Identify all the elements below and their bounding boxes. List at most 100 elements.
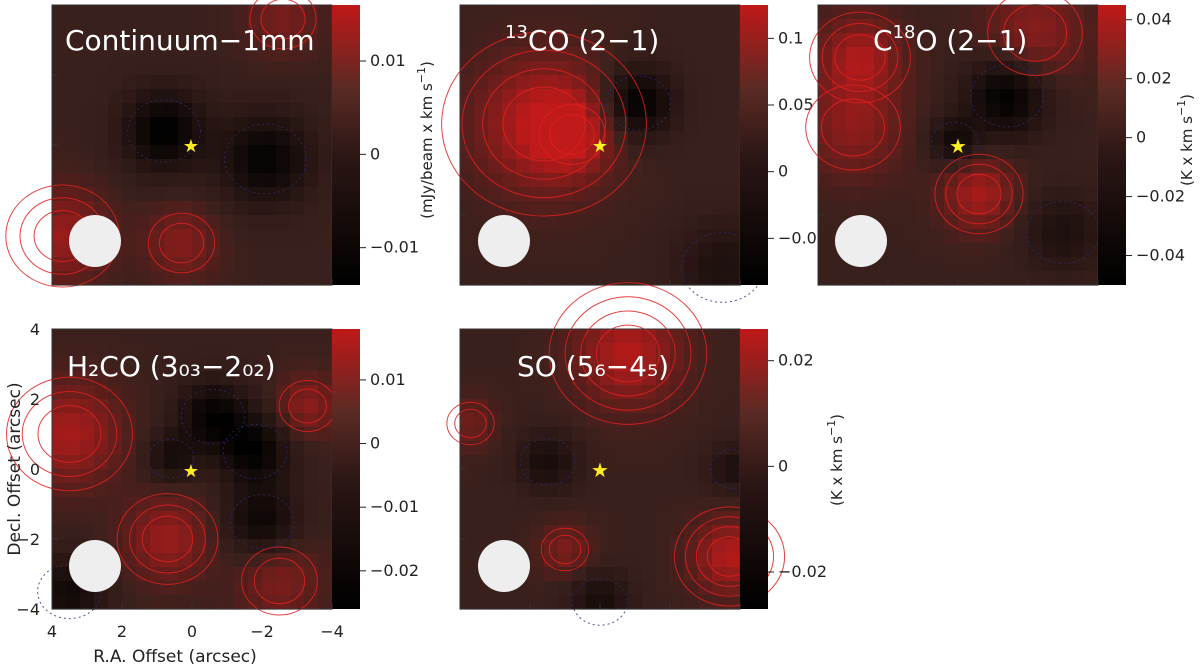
h2co-map-pixel [290, 581, 305, 596]
so-map-pixel [712, 539, 727, 554]
13co-map-pixel [544, 215, 559, 230]
h2co-map-pixel [52, 497, 67, 512]
13co-map-pixel [544, 187, 559, 202]
continuum-map-pixel [80, 271, 95, 286]
so-map-pixel [684, 581, 699, 596]
so-map-pixel [600, 497, 615, 512]
13co-map-pixel [712, 75, 727, 90]
h2co-map-pixel [262, 455, 277, 470]
h2co-map-pixel [206, 595, 221, 610]
h2co-map-pixel [234, 371, 249, 386]
continuum-map-pixel [248, 33, 263, 48]
13co-map-pixel [572, 47, 587, 62]
13co-map-pixel [530, 257, 545, 272]
so-map-pixel [600, 399, 615, 414]
13co-map-pixel [460, 271, 475, 286]
so-map-pixel [544, 567, 559, 582]
continuum-map-pixel [206, 173, 221, 188]
continuum-map-pixel [290, 5, 305, 20]
h2co-map-pixel [52, 399, 67, 414]
so-map-pixel [586, 483, 601, 498]
so-map-pixel [614, 497, 629, 512]
c18o-title: C18O (2−1) [873, 22, 1027, 57]
c18o-map-pixel [1070, 75, 1085, 90]
continuum-map-pixel [220, 61, 235, 76]
c18o-map-pixel [1070, 243, 1085, 258]
c18o-map-pixel [1070, 173, 1085, 188]
c18o-map-pixel [944, 131, 959, 146]
continuum-map-pixel [94, 173, 109, 188]
c18o-map-pixel [1042, 33, 1057, 48]
c18o-map-pixel [888, 271, 903, 286]
h2co-map-pixel [164, 371, 179, 386]
continuum-map-pixel [234, 271, 249, 286]
13co-map-pixel [558, 131, 573, 146]
c18o-map-pixel [944, 89, 959, 104]
continuum-map-pixel [234, 159, 249, 174]
13co-map-pixel [670, 257, 685, 272]
h2co-map-pixel [164, 329, 179, 344]
so-negative-contour [519, 438, 576, 486]
so-map-pixel [642, 567, 657, 582]
so-map-pixel [488, 385, 503, 400]
h2co-map-pixel [66, 399, 81, 414]
continuum-map-pixel [150, 173, 165, 188]
continuum-map-pixel [52, 75, 67, 90]
x-tick-label: −4 [320, 622, 344, 641]
so-map-pixel [502, 427, 517, 442]
continuum-map-pixel [52, 243, 67, 258]
continuum-map-pixel [262, 61, 277, 76]
continuum-map-pixel [94, 75, 109, 90]
c18o-map-pixel [958, 117, 973, 132]
c18o-map-pixel [1042, 173, 1057, 188]
13co-map-pixel [670, 117, 685, 132]
h2co-map-pixel [206, 399, 221, 414]
so-map-pixel [488, 455, 503, 470]
so-map-pixel [474, 511, 489, 526]
13co-map-pixel [628, 215, 643, 230]
h2co-map-pixel [276, 539, 291, 554]
c18o-map-pixel [1056, 75, 1071, 90]
13co-map-pixel [600, 215, 615, 230]
continuum-map-pixel [150, 33, 165, 48]
h2co-map-pixel [318, 399, 333, 414]
h2co-map-pixel [122, 413, 137, 428]
so-map-pixel [530, 553, 545, 568]
c18o-map-pixel [986, 187, 1001, 202]
c18o-map-pixel [1056, 215, 1071, 230]
h2co-map-pixel [234, 581, 249, 596]
13co-map-pixel [600, 47, 615, 62]
c18o-map-pixel [874, 75, 889, 90]
so-map-pixel [572, 567, 587, 582]
continuum-map-pixel [122, 173, 137, 188]
continuum-contour-line [158, 222, 205, 264]
c18o-map-pixel [972, 89, 987, 104]
13co-map-pixel [544, 131, 559, 146]
continuum-map-pixel [150, 271, 165, 286]
c18o-map-pixel [1070, 215, 1085, 230]
13co-map-pixel [460, 61, 475, 76]
13co-map-pixel [530, 159, 545, 174]
so-map-pixel [474, 483, 489, 498]
c18o-map-pixel [832, 33, 847, 48]
13co-cbar-tick-label: −0.0 [778, 228, 817, 247]
h2co-map-pixel [304, 567, 319, 582]
continuum-map-pixel [304, 229, 319, 244]
c18o-map-pixel [1042, 257, 1057, 272]
h2co-map-pixel [318, 539, 333, 554]
so-cbar-tick-label: 0.02 [778, 351, 814, 370]
continuum-map-pixel [192, 257, 207, 272]
h2co-map-pixel [248, 413, 263, 428]
h2co-map-pixel [108, 385, 123, 400]
13co-map-pixel [642, 5, 657, 20]
h2co-map-pixel [206, 329, 221, 344]
continuum-map-pixel [52, 187, 67, 202]
c18o-map-pixel [818, 159, 833, 174]
13co-map-pixel [460, 5, 475, 20]
13co-map-pixel [544, 61, 559, 76]
13co-colorbar-ticks: 0.10.050−0.0 [768, 28, 817, 247]
c18o-map-pixel [888, 61, 903, 76]
13co-map-pixel [558, 271, 573, 286]
h2co-map-pixel [220, 343, 235, 358]
continuum-map-pixel [94, 47, 109, 62]
